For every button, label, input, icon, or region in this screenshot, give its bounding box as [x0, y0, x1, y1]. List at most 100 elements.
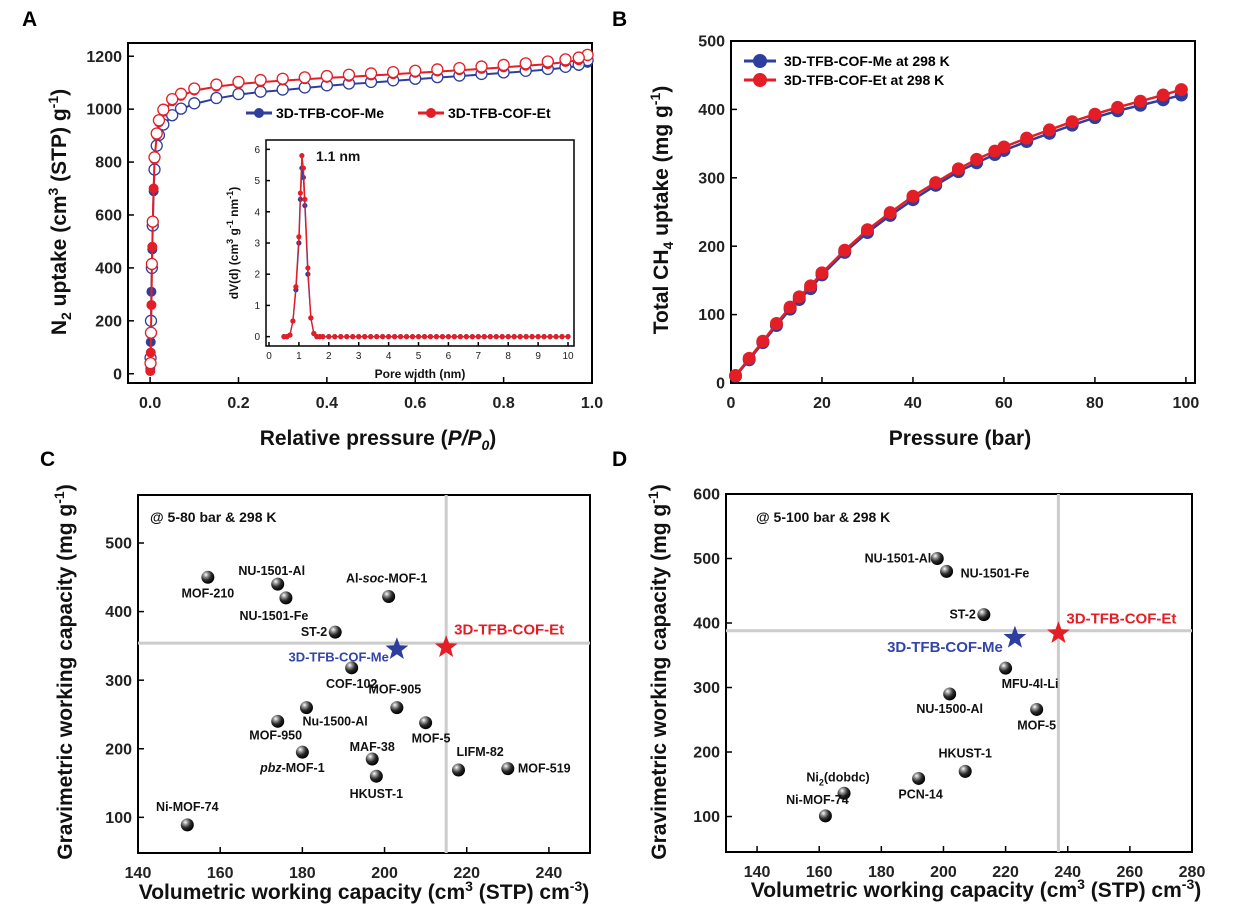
data-label: NU-1501-Al — [865, 552, 932, 566]
data-label: Ni-MOF-74 — [786, 793, 849, 807]
inset-data-point — [463, 334, 469, 340]
panel-c-annotation: @ 5-80 bar & 298 K — [150, 509, 277, 525]
y-tick-label: 100 — [693, 809, 720, 826]
y-tick-label: 300 — [693, 680, 720, 697]
x-tick-label: 240 — [536, 865, 563, 882]
star-marker-me — [385, 637, 409, 659]
data-point — [815, 266, 829, 280]
star-marker-me — [1003, 625, 1027, 648]
y-tick-label: 800 — [95, 155, 122, 172]
data-point-hkust-1 — [958, 764, 972, 778]
highlight-label: 3D-TFB-COF-Et — [454, 621, 564, 638]
panel-a-legend: 3D-TFB-COF-Me 3D-TFB-COF-Et — [246, 105, 551, 121]
inset-data-point — [475, 334, 481, 340]
data-point — [804, 279, 818, 293]
data-point — [906, 189, 920, 203]
x-tick-label: 200 — [930, 864, 957, 881]
inset-data-point — [535, 334, 541, 340]
inset-data-point — [559, 334, 565, 340]
panel-d-crosshair — [726, 494, 1192, 852]
data-label: HKUST-1 — [938, 746, 992, 760]
x-tick-label: 0 — [266, 351, 272, 362]
data-point-desorption — [298, 71, 311, 84]
panel-a-legend-me: 3D-TFB-COF-Me — [276, 105, 384, 121]
inset-frame — [265, 139, 575, 347]
x-tick-label: 220 — [453, 865, 480, 882]
data-point-nu-1501-al — [271, 577, 285, 591]
inset-data-point — [499, 334, 505, 340]
series-line — [734, 93, 1182, 377]
y-tick-label: 6 — [254, 145, 260, 156]
inset-annotation: 1.1 nm — [316, 148, 360, 164]
inset-data-point — [565, 334, 571, 340]
data-point-st-2 — [977, 608, 991, 622]
y-tick-label: 100 — [698, 307, 725, 324]
legend-me-marker — [254, 108, 264, 118]
data-label: ST-2 — [301, 625, 327, 639]
inset-marks — [281, 153, 571, 340]
panel-b-legend-et: 3D-TFB-COF-Et at 298 K — [784, 72, 944, 88]
data-point-desorption — [559, 53, 572, 66]
data-point-desorption — [152, 114, 166, 127]
data-point-desorption — [232, 87, 245, 101]
data-point-desorption — [497, 58, 510, 72]
inset-data-point — [386, 334, 392, 340]
data-point-desorption — [453, 61, 466, 75]
inset-data-point — [415, 334, 422, 340]
data-point — [792, 290, 806, 304]
inset-xlabel: Pore width (nm) — [375, 367, 466, 381]
y-tick-label: 4 — [254, 207, 260, 218]
x-tick-label: 100 — [1173, 395, 1200, 412]
data-point-desorption — [157, 103, 170, 116]
data-point-maf-38 — [365, 752, 379, 766]
panel-c-marks: MOF-210 NU-1501-Al NU-1501-Fe Al-soc-MOF-1 S… — [156, 564, 571, 832]
panel-d-xlabel: Volumetric working capacity (cm3 (STP) c… — [751, 876, 1201, 902]
inset-data-point — [547, 334, 553, 340]
inset-data-point — [380, 334, 386, 340]
inset-data-point — [362, 334, 368, 340]
y-tick-label: 600 — [693, 487, 720, 504]
y-tick-label: 0 — [716, 376, 725, 393]
inset-data-point — [517, 334, 523, 340]
data-point-mof-905 — [390, 701, 404, 715]
inset-data-point — [445, 334, 452, 340]
data-point-desorption — [254, 73, 267, 87]
x-tick-label: 0.6 — [404, 395, 426, 412]
data-point — [756, 334, 770, 348]
y-tick-label: 400 — [693, 616, 720, 633]
data-point-desorption — [144, 326, 158, 339]
inset-data-point — [320, 334, 326, 340]
x-tick-label: 3 — [356, 351, 362, 362]
x-tick-label: 80 — [1086, 395, 1104, 412]
data-point-desorption — [386, 65, 400, 79]
y-tick-label: 3 — [254, 239, 260, 250]
data-point-desorption — [409, 64, 422, 77]
data-point-adsorption — [145, 347, 156, 358]
data-label: MOF-905 — [368, 683, 421, 697]
y-tick-label: 1200 — [86, 49, 122, 66]
panel-b-legend: 3D-TFB-COF-Me at 298 K 3D-TFB-COF-Et at … — [744, 53, 950, 88]
panel-b-ticks: 0 20 40 60 80 100 0 100 200 300 400 500 — [698, 34, 1199, 412]
data-point-desorption — [174, 102, 188, 115]
x-tick-label: 220 — [992, 864, 1019, 881]
x-tick-label: 7 — [476, 351, 482, 362]
data-point-nu-1500-al — [943, 687, 957, 701]
data-point-hkust-1 — [369, 769, 383, 783]
data-label: NU-1501-Al — [238, 564, 305, 578]
data-point-desorption — [276, 83, 289, 96]
inset-data-point — [374, 334, 380, 340]
legend-me-marker — [753, 54, 767, 68]
x-tick-label: 180 — [289, 865, 316, 882]
data-label: MOF-950 — [249, 728, 302, 742]
x-tick-label: 0 — [727, 395, 736, 412]
x-tick-label: 180 — [868, 864, 895, 881]
y-tick-label: 200 — [698, 239, 725, 256]
y-tick-label: 1000 — [86, 102, 122, 119]
inset-data-point — [305, 265, 311, 271]
data-label: COF-102 — [326, 677, 377, 691]
panel-c-xlabel: Volumetric working capacity (cm3 (STP) c… — [139, 878, 589, 904]
panel-a-ylabel: N2 uptake (cm3 (STP) g-1) — [45, 89, 74, 335]
data-point — [1088, 107, 1102, 121]
data-point-desorption — [320, 69, 334, 83]
